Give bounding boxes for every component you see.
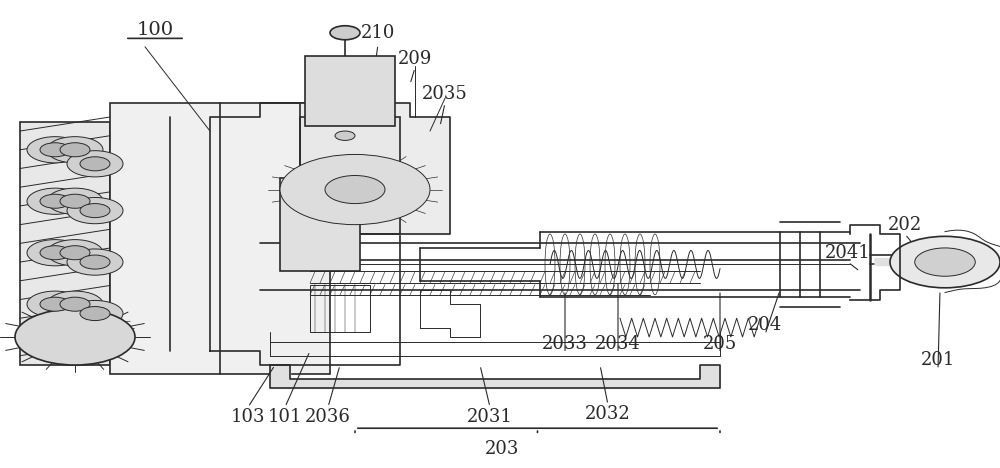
- Circle shape: [47, 240, 103, 266]
- Circle shape: [47, 137, 103, 163]
- Text: 103: 103: [231, 408, 265, 425]
- Bar: [310, 285, 370, 332]
- Circle shape: [325, 176, 385, 204]
- Circle shape: [47, 291, 103, 317]
- Circle shape: [67, 151, 123, 177]
- Bar: [110, 103, 330, 374]
- Circle shape: [67, 197, 123, 224]
- Circle shape: [27, 291, 83, 317]
- Circle shape: [40, 194, 70, 208]
- Bar: [300, 117, 400, 234]
- Text: 209: 209: [398, 50, 432, 67]
- Circle shape: [40, 143, 70, 157]
- Text: 2032: 2032: [585, 405, 631, 423]
- Text: 2034: 2034: [595, 335, 641, 353]
- Polygon shape: [300, 103, 450, 234]
- Circle shape: [80, 307, 110, 321]
- Circle shape: [27, 137, 83, 163]
- Circle shape: [60, 297, 90, 311]
- Circle shape: [67, 249, 123, 275]
- Circle shape: [27, 188, 83, 214]
- Circle shape: [80, 204, 110, 218]
- Text: 202: 202: [888, 216, 922, 234]
- Text: 205: 205: [703, 335, 737, 353]
- Text: 210: 210: [361, 24, 395, 42]
- Circle shape: [280, 154, 430, 225]
- Text: 2036: 2036: [305, 408, 351, 425]
- Circle shape: [80, 255, 110, 269]
- Circle shape: [60, 143, 90, 157]
- Bar: [305, 56, 395, 126]
- Circle shape: [80, 157, 110, 171]
- Circle shape: [40, 246, 70, 260]
- Circle shape: [330, 26, 360, 40]
- Text: 2035: 2035: [422, 85, 468, 102]
- Bar: [280, 178, 360, 271]
- Circle shape: [47, 188, 103, 214]
- Text: 2031: 2031: [467, 408, 513, 425]
- Text: 204: 204: [748, 316, 782, 334]
- FancyArrow shape: [875, 258, 900, 265]
- Circle shape: [15, 309, 135, 365]
- Circle shape: [60, 246, 90, 260]
- Bar: [310, 131, 390, 211]
- Bar: [290, 192, 350, 257]
- Text: 2041: 2041: [825, 244, 871, 262]
- Circle shape: [915, 248, 975, 276]
- Text: 201: 201: [921, 351, 955, 369]
- Bar: [20, 122, 110, 365]
- Circle shape: [890, 236, 1000, 288]
- Text: 2033: 2033: [542, 335, 588, 353]
- Circle shape: [67, 300, 123, 327]
- Circle shape: [335, 131, 355, 140]
- Text: 100: 100: [136, 22, 174, 39]
- Text: 101: 101: [268, 408, 302, 425]
- Text: 203: 203: [485, 440, 519, 458]
- Circle shape: [40, 297, 70, 311]
- Circle shape: [27, 240, 83, 266]
- Circle shape: [60, 194, 90, 208]
- Polygon shape: [270, 365, 720, 388]
